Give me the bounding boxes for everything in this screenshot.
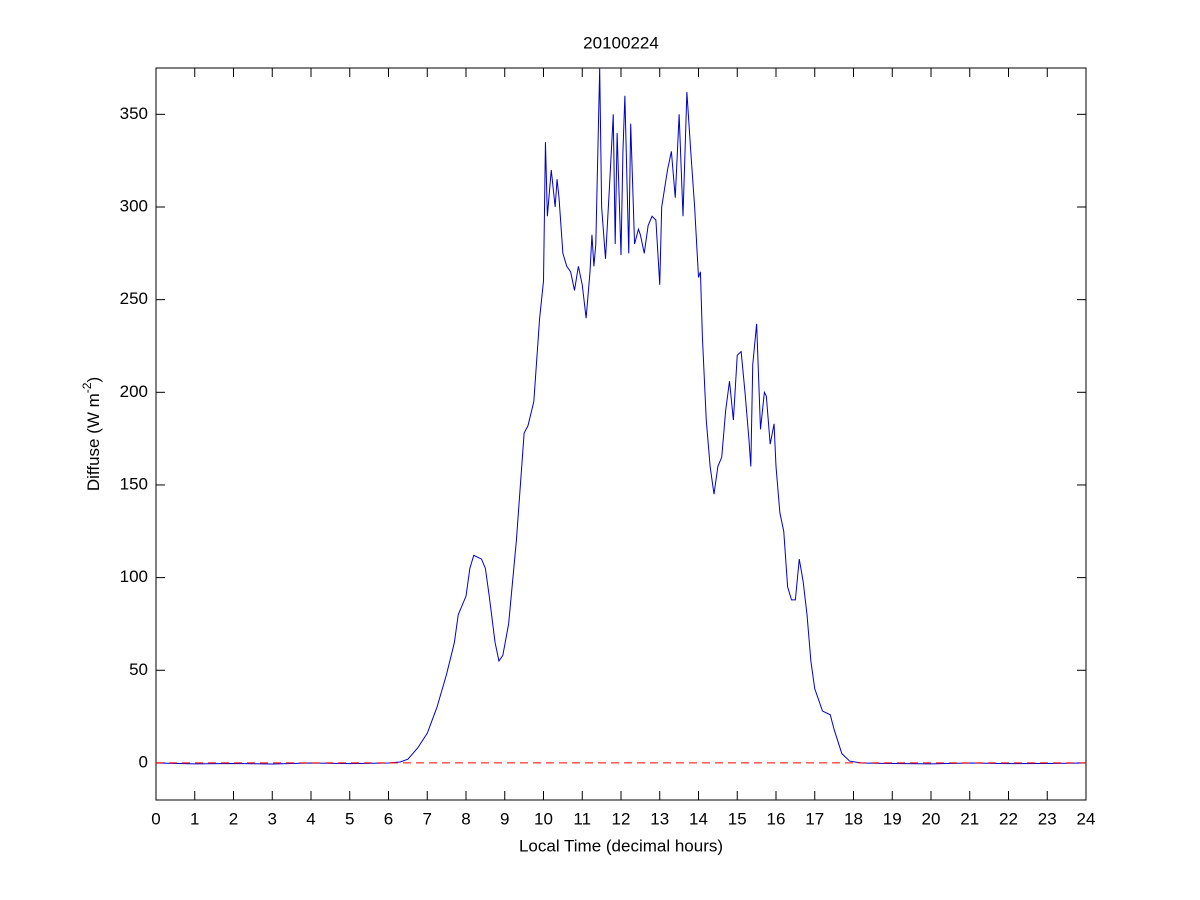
- y-tick-label: 0: [139, 752, 148, 771]
- x-tick-label: 19: [883, 809, 902, 828]
- y-tick-label: 50: [129, 660, 148, 679]
- y-axis-label-sup: -2: [80, 382, 94, 393]
- x-tick-label: 12: [612, 809, 631, 828]
- x-tick-label: 5: [345, 809, 354, 828]
- x-tick-label: 1: [190, 809, 199, 828]
- y-axis-label-text: Diffuse (W m: [84, 393, 103, 491]
- y-tick-label: 250: [120, 289, 148, 308]
- x-tick-label: 9: [500, 809, 509, 828]
- x-tick-label: 23: [1038, 809, 1057, 828]
- y-tick-label: 350: [120, 104, 148, 123]
- x-tick-label: 2: [229, 809, 238, 828]
- x-tick-label: 15: [728, 809, 747, 828]
- y-axis-label: Diffuse (W m-2): [80, 377, 103, 491]
- x-tick-label: 24: [1077, 809, 1096, 828]
- y-tick-label: 300: [120, 196, 148, 215]
- x-tick-label: 11: [573, 809, 591, 828]
- x-tick-label: 21: [960, 809, 979, 828]
- x-tick-label: 4: [306, 809, 315, 828]
- chart-title: 20100224: [583, 33, 659, 52]
- y-axis-label-close: ): [84, 377, 103, 383]
- x-tick-label: 14: [689, 809, 708, 828]
- x-tick-label: 16: [767, 809, 786, 828]
- x-tick-label: 17: [805, 809, 824, 828]
- x-tick-label: 18: [844, 809, 863, 828]
- data-line: [155, 67, 1087, 765]
- x-tick-label: 7: [423, 809, 432, 828]
- x-tick-label: 6: [384, 809, 393, 828]
- x-tick-label: 22: [999, 809, 1018, 828]
- x-tick-label: 10: [534, 809, 553, 828]
- x-tick-label: 0: [151, 809, 160, 828]
- x-tick-label: 20: [922, 809, 941, 828]
- y-tick-label: 200: [120, 382, 148, 401]
- y-tick-label: 100: [120, 567, 148, 586]
- y-tick-label: 150: [120, 474, 148, 493]
- x-axis-label: Local Time (decimal hours): [519, 836, 723, 855]
- x-tick-label: 3: [268, 809, 277, 828]
- x-tick-label: 8: [461, 809, 470, 828]
- x-tick-label: 13: [650, 809, 669, 828]
